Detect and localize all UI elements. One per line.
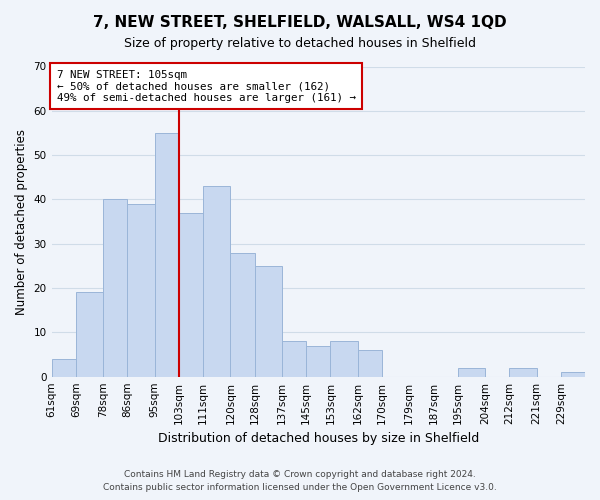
X-axis label: Distribution of detached houses by size in Shelfield: Distribution of detached houses by size … xyxy=(158,432,479,445)
Bar xyxy=(306,346,331,376)
Y-axis label: Number of detached properties: Number of detached properties xyxy=(15,128,28,314)
Bar xyxy=(358,350,382,376)
Bar xyxy=(52,359,76,376)
Text: 7 NEW STREET: 105sqm
← 50% of detached houses are smaller (162)
49% of semi-deta: 7 NEW STREET: 105sqm ← 50% of detached h… xyxy=(57,70,356,103)
Bar xyxy=(76,292,103,376)
Bar xyxy=(331,341,358,376)
Text: 7, NEW STREET, SHELFIELD, WALSALL, WS4 1QD: 7, NEW STREET, SHELFIELD, WALSALL, WS4 1… xyxy=(93,15,507,30)
Bar xyxy=(509,368,536,376)
Bar xyxy=(203,186,230,376)
Bar xyxy=(282,341,306,376)
Bar xyxy=(458,368,485,376)
Text: Contains HM Land Registry data © Crown copyright and database right 2024.
Contai: Contains HM Land Registry data © Crown c… xyxy=(103,470,497,492)
Bar xyxy=(561,372,585,376)
Bar xyxy=(254,266,282,376)
Bar xyxy=(127,204,155,376)
Text: Size of property relative to detached houses in Shelfield: Size of property relative to detached ho… xyxy=(124,38,476,51)
Bar xyxy=(179,212,203,376)
Bar xyxy=(103,200,127,376)
Bar xyxy=(155,133,179,376)
Bar xyxy=(230,252,254,376)
